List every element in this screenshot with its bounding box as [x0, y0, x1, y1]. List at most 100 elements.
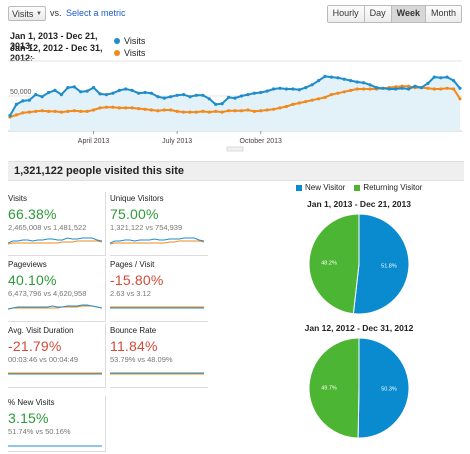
current-series-line-point [40, 95, 44, 99]
current-series-line-point [329, 75, 333, 79]
kpi-name: Unique Visitors [110, 194, 164, 203]
previous-series-line-point [259, 109, 263, 113]
previous-series-line-point [310, 98, 314, 102]
current-series-line-point [130, 88, 134, 92]
current-series-line-point [53, 88, 57, 92]
kpi-name: Visits [8, 194, 27, 203]
previous-series-line-point [124, 106, 128, 110]
sparkline-current [8, 237, 102, 244]
sparkline [110, 237, 204, 245]
current-series-line-point [79, 90, 83, 94]
previous-series-line-point [342, 90, 346, 94]
current-series-line-point [220, 102, 224, 106]
previous-series-line-point [27, 110, 31, 114]
kpi-new-visits[interactable]: % New Visits 3.15% 51.74% vs 50.16% [8, 396, 106, 452]
current-series-line-point [265, 89, 269, 93]
previous-series-line-point [53, 109, 57, 113]
pie-label-new: 50.3% [381, 386, 397, 392]
previous-series-line-point [149, 108, 153, 112]
pie-label-new: 51.8% [381, 264, 397, 270]
previous-series-line-point [239, 109, 243, 113]
current-series-line-point [182, 93, 186, 97]
previous-series-line-point [426, 86, 430, 90]
pie-chart-current[interactable]: 51.8% 48.2% [307, 212, 411, 316]
pie-legend: New Visitor Returning Visitor [296, 183, 422, 192]
legend-previous-range: Jan 12, 2012 - Dec 31, 2012: [10, 43, 103, 63]
kpi-avg-visit-duration[interactable]: Avg. Visit Duration -21.79% 00:03:46 vs 00… [8, 324, 106, 388]
previous-series-line-point [14, 113, 18, 117]
day-button[interactable]: Day [363, 6, 391, 22]
previous-series-line-point [111, 105, 115, 109]
sparkline-current [8, 304, 102, 310]
current-series-line-point [387, 87, 391, 91]
previous-series-line-point [329, 93, 333, 97]
previous-series-line-point [92, 108, 96, 112]
previous-series-line-point [304, 100, 308, 104]
previous-series-line-point [79, 109, 83, 113]
kpi-bounce-rate[interactable]: Bounce Rate 11.84% 53.79% vs 48.09% [110, 324, 208, 388]
current-series-area [10, 76, 460, 131]
metric-dropdown[interactable]: Visits ▼ [8, 6, 46, 21]
current-series-line-point [349, 79, 353, 83]
previous-series-line-point [175, 109, 179, 113]
sparkline [8, 445, 102, 447]
sparkline [110, 306, 204, 309]
previous-series-line-point [439, 87, 443, 91]
previous-series-line-point [265, 108, 269, 112]
timeline-chart[interactable]: 100,000 50,000 April 2013 July 2013 October … [8, 58, 462, 158]
sparkline [110, 372, 204, 375]
kpi-name: Avg. Visit Duration [8, 326, 74, 335]
current-series-line-point [21, 99, 25, 103]
previous-series-line-point [85, 109, 89, 113]
kpi-unique-visitors[interactable]: Unique Visitors 75.00% 1,321,122 vs 754,93… [110, 192, 208, 256]
kpi-visits[interactable]: Visits 66.38% 2,465,008 vs 1,481,522 [8, 192, 106, 256]
previous-series-line-point [72, 109, 76, 113]
pie-chart-previous[interactable]: 50.3% 49.7% [307, 336, 411, 440]
kpi-pageviews[interactable]: Pageviews 40.10% 6,473,796 vs 4,620,958 [8, 258, 106, 322]
kpi-comparison: 2,465,008 vs 1,481,522 [8, 223, 87, 232]
previous-series-line-point [272, 107, 276, 111]
toolbar: Visits ▼ vs. Select a metric Hourly Day … [0, 0, 470, 26]
current-series-line-point [368, 83, 372, 87]
previous-series-line-point [227, 109, 231, 113]
current-series-line-point [8, 114, 12, 118]
current-series-line-point [432, 75, 436, 79]
legend-current: Jan 1, 2013 - Dec 21, 2013: Visits [10, 31, 145, 51]
current-series-line-point [66, 86, 70, 90]
previous-series-line-point [98, 106, 102, 110]
pie-slice-new-visitor [357, 337, 410, 439]
kpi-pages-visit[interactable]: Pages / Visit -15.80% 2.63 vs 3.12 [110, 258, 208, 322]
previous-series-line-point [297, 101, 301, 105]
current-series-line-point [317, 79, 321, 83]
current-series-line-point [59, 93, 64, 97]
previous-series-line-point [323, 95, 327, 99]
previous-series-line-point [278, 106, 282, 110]
hourly-button[interactable]: Hourly [327, 6, 364, 22]
kpi-change: -15.80% [110, 272, 164, 288]
current-series-line-point [201, 93, 205, 97]
current-series-line-point [233, 96, 237, 100]
current-series-line-point [259, 90, 263, 95]
pie-legend-new: New Visitor [305, 183, 346, 192]
current-series-line-point [47, 90, 51, 95]
sparkline-previous [110, 240, 204, 245]
current-series-line-point [342, 77, 346, 81]
previous-series-line-point [59, 110, 64, 114]
previous-series-line-point [143, 107, 147, 111]
previous-series-line-point [104, 105, 108, 109]
kpi-name: Bounce Rate [110, 326, 157, 335]
month-button[interactable]: Month [424, 6, 461, 22]
previous-series-line-point [220, 110, 224, 114]
current-series-line-point [310, 83, 314, 87]
x-tick-label: October 2013 [240, 138, 283, 145]
week-button[interactable]: Week [390, 6, 425, 22]
current-series-line-point [362, 81, 366, 85]
current-series-line-point [419, 86, 423, 90]
select-metric-link[interactable]: Select a metric [66, 8, 126, 18]
previous-series-line-point [117, 106, 121, 110]
current-series-line-point [104, 93, 108, 97]
previous-series-line-point [432, 87, 436, 91]
previous-series-line-point [336, 91, 340, 95]
previous-series-line-point [21, 111, 25, 115]
kpi-name: Pageviews [8, 260, 47, 269]
